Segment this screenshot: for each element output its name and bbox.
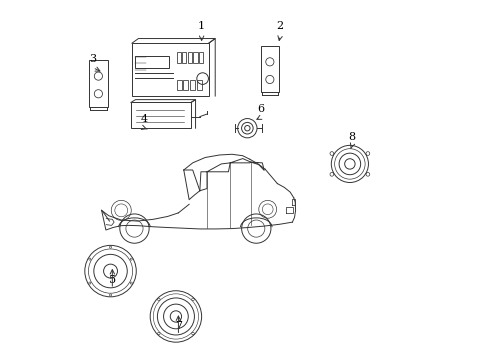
Text: 4: 4 xyxy=(141,114,148,124)
Text: 2: 2 xyxy=(276,21,283,31)
Text: 1: 1 xyxy=(198,21,205,31)
Text: 8: 8 xyxy=(347,132,354,142)
Text: 6: 6 xyxy=(257,104,264,113)
Text: 5: 5 xyxy=(108,275,116,285)
Text: 3: 3 xyxy=(89,54,96,64)
Text: 7: 7 xyxy=(175,321,182,332)
